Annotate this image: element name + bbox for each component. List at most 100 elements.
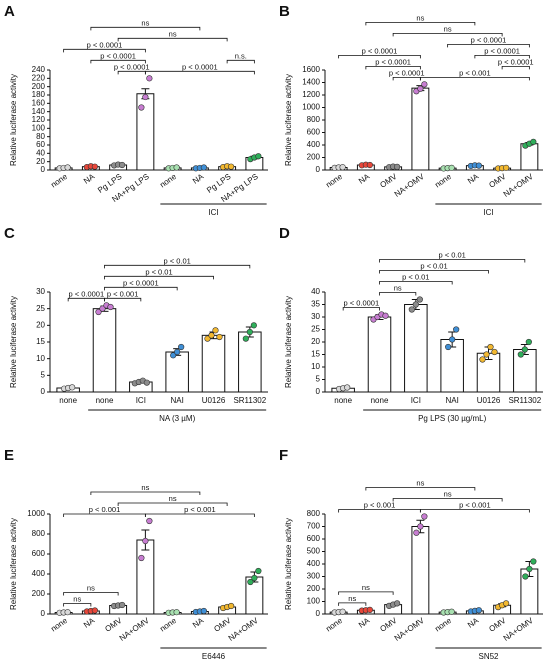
- x-tick-label: NA+OMV: [227, 616, 261, 643]
- x-tick-label: none: [59, 396, 77, 405]
- y-tick-label: 40: [36, 148, 45, 157]
- significance-bracket: [226, 59, 255, 64]
- y-tick-label: 1000: [27, 509, 45, 518]
- significance-bracket: [67, 297, 105, 302]
- x-tick-label: NAI: [170, 396, 183, 405]
- group-label: SN52: [478, 652, 499, 661]
- significance-label: ns: [141, 18, 149, 27]
- significance-label: ns: [444, 489, 452, 498]
- y-tick-label: 0: [41, 165, 46, 174]
- y-tick-label: 700: [307, 522, 321, 531]
- y-tick-label: 25: [311, 325, 320, 334]
- panel-label: E: [4, 447, 14, 464]
- significance-label: ns: [444, 24, 452, 33]
- significance-label: p < 0.0001: [362, 46, 398, 55]
- significance-label: p < 0.0001: [87, 40, 123, 49]
- x-tick-label: none: [371, 396, 389, 405]
- data-point: [530, 138, 537, 145]
- data-point: [170, 352, 177, 359]
- x-tick-label: OMV: [103, 616, 124, 634]
- y-tick-label: 30: [36, 287, 45, 296]
- bar: [411, 526, 430, 615]
- significance-label: ns: [416, 13, 424, 22]
- data-point: [200, 607, 207, 615]
- x-tick-label: NA: [191, 172, 206, 186]
- data-point: [255, 567, 262, 575]
- significance-bracket: [117, 70, 146, 75]
- x-tick-label: OMV: [487, 172, 508, 190]
- significance-label: ns: [141, 483, 149, 492]
- y-tick-label: 0: [316, 165, 321, 174]
- data-point: [143, 379, 150, 386]
- data-point: [142, 537, 149, 545]
- data-point: [483, 351, 490, 358]
- significance-bracket: [379, 281, 453, 285]
- data-point: [526, 565, 533, 573]
- data-point: [479, 356, 486, 363]
- data-point: [91, 607, 98, 614]
- x-tick-label: NA: [191, 616, 206, 630]
- x-tick-label: none: [324, 172, 344, 190]
- significance-bracket: [90, 59, 146, 64]
- x-tick-label: OMV: [378, 172, 399, 190]
- y-tick-label: 800: [32, 529, 46, 538]
- significance-bracket: [338, 602, 367, 606]
- data-point: [64, 164, 71, 171]
- y-tick-label: 5: [316, 375, 321, 384]
- panel-label: D: [279, 225, 290, 242]
- y-axis-label: Relative luciferase activity: [284, 74, 293, 166]
- y-tick-label: 400: [307, 559, 321, 568]
- data-point: [521, 346, 528, 353]
- significance-bracket: [379, 292, 417, 296]
- y-tick-label: 220: [32, 73, 46, 82]
- y-tick-label: 20: [36, 320, 45, 329]
- data-point: [344, 384, 351, 391]
- x-tick-label: NA: [82, 616, 97, 630]
- x-tick-label: none: [49, 616, 69, 634]
- significance-bracket: [63, 603, 92, 607]
- significance-bracket: [117, 37, 228, 42]
- significance-label: p < 0.0001: [498, 57, 534, 66]
- y-tick-label: 200: [32, 82, 46, 91]
- data-point: [408, 306, 415, 313]
- data-point: [200, 164, 207, 171]
- significance-label: p < 0.001: [89, 505, 121, 514]
- y-tick-label: 600: [307, 534, 321, 543]
- significance-label: p < 0.001: [107, 289, 139, 298]
- significance-bracket: [117, 502, 228, 506]
- significance-bracket: [342, 307, 380, 311]
- significance-label: ns: [348, 594, 356, 603]
- data-point: [421, 513, 428, 520]
- significance-label: p < 0.01: [145, 267, 172, 276]
- significance-label: p < 0.0001: [123, 278, 159, 287]
- panel-label: A: [4, 3, 15, 20]
- data-point: [491, 348, 498, 356]
- data-point: [421, 81, 428, 88]
- data-point: [394, 600, 401, 607]
- y-tick-label: 0: [41, 609, 46, 618]
- data-point: [208, 332, 215, 339]
- x-tick-label: none: [324, 616, 344, 634]
- bar: [404, 304, 428, 393]
- data-point: [173, 164, 180, 171]
- data-point: [413, 529, 420, 536]
- significance-bracket: [63, 513, 146, 517]
- data-point: [412, 301, 419, 308]
- y-tick-label: 600: [307, 128, 321, 137]
- bar: [136, 539, 155, 615]
- x-tick-label: none: [433, 616, 453, 634]
- x-tick-label: NA: [466, 172, 481, 186]
- data-point: [448, 164, 455, 171]
- y-tick-label: 400: [307, 140, 321, 149]
- significance-label: ns: [73, 594, 81, 603]
- significance-bracket: [365, 65, 421, 70]
- significance-label: p < 0.0001: [100, 51, 136, 60]
- data-point: [445, 343, 452, 351]
- significance-label: p < 0.0001: [389, 68, 425, 77]
- y-axis-label: Relative luciferase activity: [284, 296, 293, 388]
- significance-bracket: [392, 498, 503, 502]
- x-tick-label: OMV: [487, 616, 508, 634]
- data-point: [242, 335, 249, 342]
- y-tick-label: 20: [36, 157, 45, 166]
- significance-label: ns: [362, 583, 370, 592]
